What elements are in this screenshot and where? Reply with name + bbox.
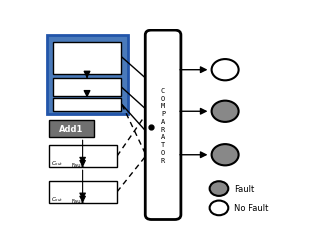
Circle shape — [210, 201, 228, 216]
FancyBboxPatch shape — [145, 31, 181, 220]
FancyBboxPatch shape — [49, 146, 117, 168]
Text: $C_{out}$: $C_{out}$ — [51, 159, 63, 168]
FancyBboxPatch shape — [53, 79, 121, 96]
Text: No Fault: No Fault — [235, 204, 269, 212]
Text: Add1: Add1 — [59, 125, 84, 134]
Circle shape — [210, 182, 228, 196]
Circle shape — [212, 144, 239, 166]
Text: Fault: Fault — [72, 198, 85, 203]
FancyBboxPatch shape — [53, 42, 121, 74]
Text: $C_{out}$: $C_{out}$ — [51, 194, 63, 203]
FancyBboxPatch shape — [49, 181, 117, 203]
Circle shape — [212, 60, 239, 81]
FancyBboxPatch shape — [47, 36, 128, 115]
Circle shape — [212, 101, 239, 122]
FancyBboxPatch shape — [53, 98, 121, 112]
Text: Fault: Fault — [235, 184, 255, 193]
FancyBboxPatch shape — [49, 120, 94, 138]
Text: Fault: Fault — [72, 163, 85, 168]
Text: C
O
M
P
A
R
A
T
O
R: C O M P A R A T O R — [161, 88, 165, 163]
